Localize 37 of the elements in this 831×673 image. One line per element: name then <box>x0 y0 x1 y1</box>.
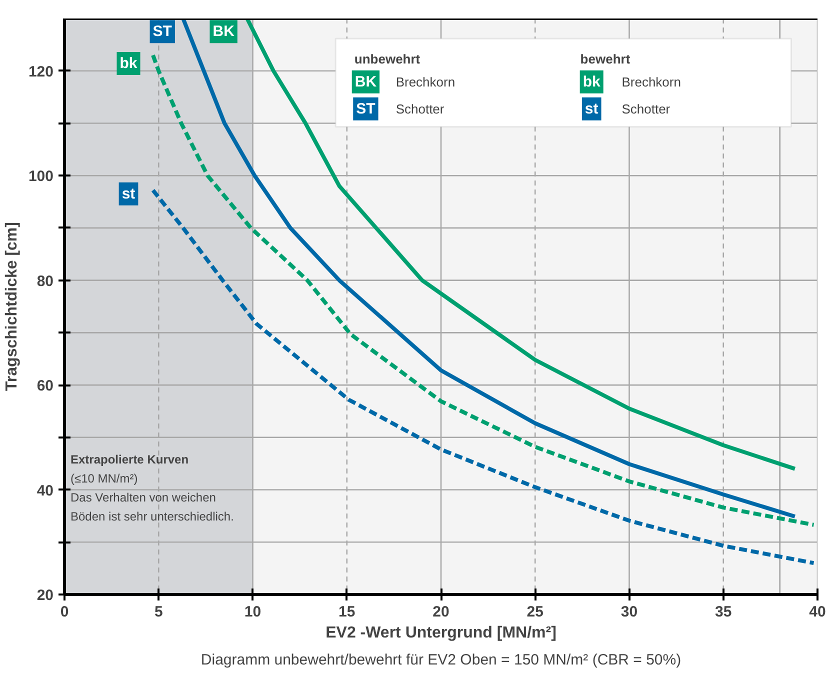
annotation: Böden ist sehr unterschiedlich. <box>70 510 234 524</box>
y-tick-label: 40 <box>36 482 54 500</box>
annotation: (≤10 MN/m²) <box>70 472 138 486</box>
annotation: st <box>122 185 136 202</box>
x-tick-label: 25 <box>526 604 544 620</box>
text: ST <box>356 100 376 118</box>
x-tick-label: 35 <box>715 604 732 620</box>
annotation: bewehrt <box>580 51 631 66</box>
annotation: Das Verhalten von weichen <box>70 490 216 504</box>
y-tick-label: 80 <box>36 272 54 290</box>
x-tick-label: 30 <box>620 604 638 620</box>
text: bk <box>582 73 600 90</box>
text: st <box>584 100 598 118</box>
x-tick-label: 10 <box>244 604 262 620</box>
legend-label: Brechkorn <box>396 74 456 90</box>
annotation: ST <box>152 23 172 40</box>
legend-label: Schotter <box>622 101 671 116</box>
y-tick-label: 60 <box>36 378 54 395</box>
legend-label: Schotter <box>396 101 445 116</box>
line-series <box>245 18 797 471</box>
legend-label: Brechkorn <box>622 74 681 90</box>
text: Diagramm unbewehrt/bewehrt für EV2 Oben = 150 MN/m² (CBR = 50%) <box>200 652 682 668</box>
annotation: Extrapolierte Kurven <box>70 452 189 466</box>
y-tick-label: 100 <box>28 168 54 186</box>
annotation: bk <box>120 55 138 72</box>
x-tick-label: 15 <box>338 604 356 620</box>
y-tick-label: 120 <box>28 63 54 80</box>
y-tick-label: 20 <box>36 587 54 604</box>
x-tick-label: 5 <box>154 604 163 620</box>
x-axis-title: EV2 -Wert Untergrund [MN/m²] <box>326 624 556 642</box>
x-tick-label: 0 <box>60 604 69 620</box>
y-axis-title: Tragschichtdicke [cm] <box>3 222 20 391</box>
annotation: unbewehrt <box>354 51 421 66</box>
text: BK <box>354 73 377 90</box>
x-tick-label: 40 <box>809 604 826 620</box>
x-tick-label: 20 <box>432 604 450 620</box>
annotation: BK <box>212 23 235 40</box>
